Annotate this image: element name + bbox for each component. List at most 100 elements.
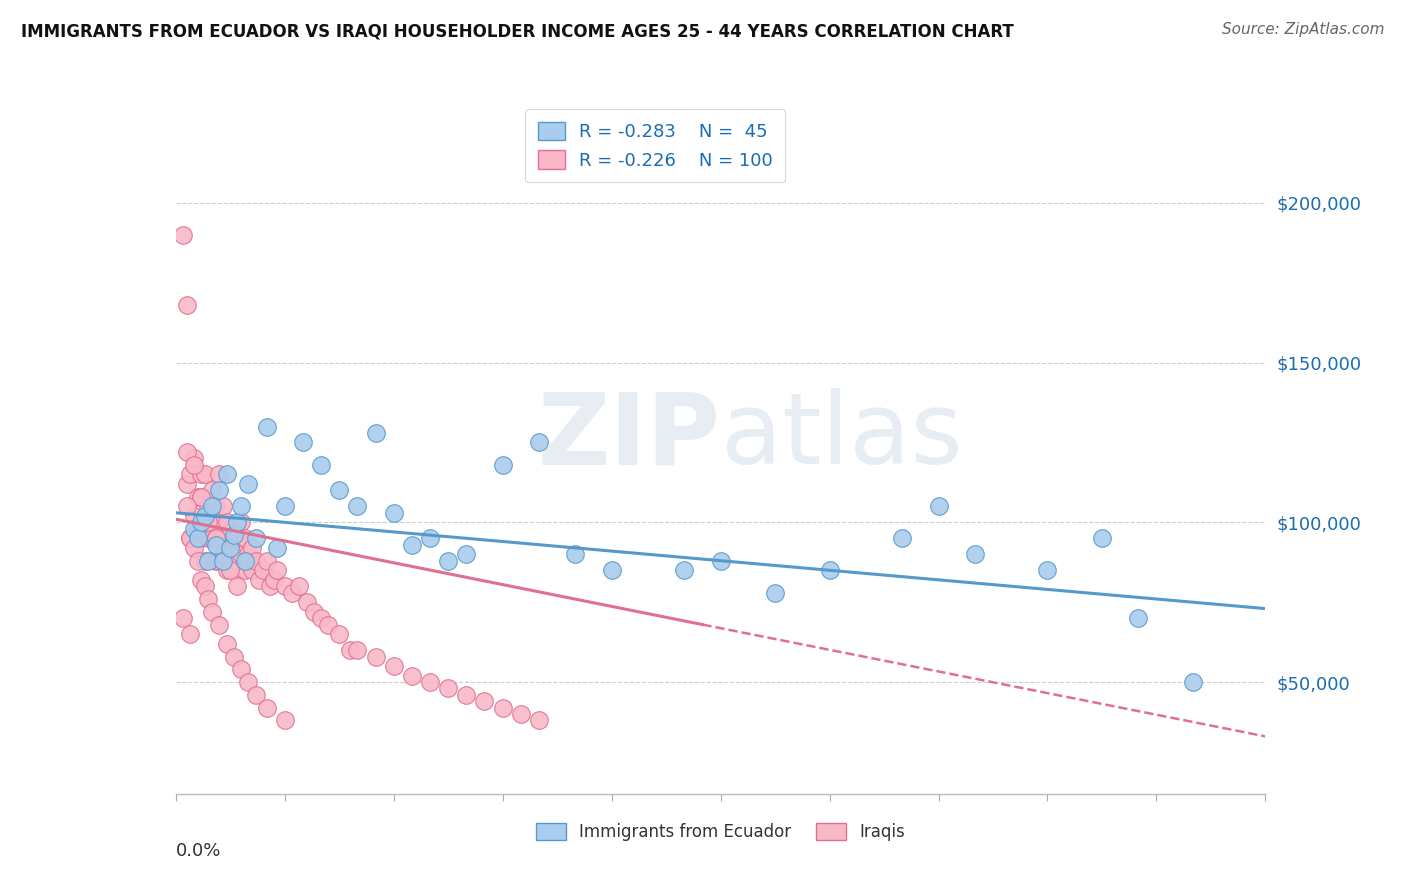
Point [259,579,281,593]
Point [291,435,314,450]
Point [274,714,297,728]
Point [176,298,198,312]
Point [186,490,209,504]
Point [492,700,515,714]
Point [256,554,278,568]
Point [247,573,270,587]
Point [302,605,325,619]
Point [197,516,219,530]
Point [204,531,226,545]
Point [328,627,350,641]
Point [288,579,311,593]
Point [509,706,531,721]
Point [309,611,332,625]
Point [401,538,423,552]
Point [437,554,460,568]
Point [201,531,224,545]
Point [226,579,249,593]
Point [197,592,219,607]
Point [238,554,260,568]
Point [818,563,841,577]
Point [183,522,205,536]
Point [263,573,285,587]
Point [201,500,224,514]
Point [1036,563,1059,577]
Point [1128,611,1150,625]
Point [346,643,368,657]
Point [419,531,441,545]
Point [222,649,245,664]
Point [179,531,201,545]
Point [212,554,235,568]
Point [215,637,238,651]
Point [186,531,209,545]
Point [208,554,231,568]
Point [215,563,238,577]
Point [226,531,249,545]
Point [281,585,304,599]
Point [204,554,226,568]
Point [201,483,224,498]
Point [201,605,224,619]
Point [226,516,249,530]
Point [190,467,212,482]
Text: Source: ZipAtlas.com: Source: ZipAtlas.com [1222,22,1385,37]
Point [219,541,242,555]
Point [527,714,550,728]
Point [256,700,278,714]
Point [219,554,242,568]
Point [231,500,253,514]
Point [204,538,226,552]
Point [231,516,253,530]
Point [238,547,260,561]
Point [339,643,361,657]
Point [197,554,219,568]
Point [215,531,238,545]
Point [564,547,586,561]
Point [190,531,212,545]
Point [194,508,217,523]
Point [183,451,205,466]
Point [763,585,786,599]
Point [222,547,245,561]
Text: atlas: atlas [721,388,962,485]
Point [240,563,263,577]
Point [222,531,245,545]
Point [309,458,332,472]
Point [238,675,260,690]
Point [186,522,209,536]
Point [245,688,267,702]
Point [600,563,623,577]
Point [891,531,914,545]
Point [274,500,297,514]
Point [456,688,478,702]
Point [190,490,212,504]
Point [176,445,198,459]
Point [474,694,496,708]
Point [194,554,217,568]
Point [364,649,387,664]
Point [190,516,212,530]
Point [1091,531,1114,545]
Point [172,227,194,242]
Point [212,547,235,561]
Point [186,554,209,568]
Point [212,500,235,514]
Text: IMMIGRANTS FROM ECUADOR VS IRAQI HOUSEHOLDER INCOME AGES 25 - 44 YEARS CORRELATI: IMMIGRANTS FROM ECUADOR VS IRAQI HOUSEHO… [21,22,1014,40]
Point [212,547,235,561]
Point [219,541,242,555]
Point [295,595,318,609]
Point [364,425,387,440]
Point [456,547,478,561]
Point [527,435,550,450]
Point [492,458,515,472]
Point [328,483,350,498]
Point [204,500,226,514]
Point [212,531,235,545]
Point [183,458,205,472]
Point [194,516,217,530]
Point [256,419,278,434]
Point [219,563,242,577]
Point [252,563,274,577]
Point [266,541,288,555]
